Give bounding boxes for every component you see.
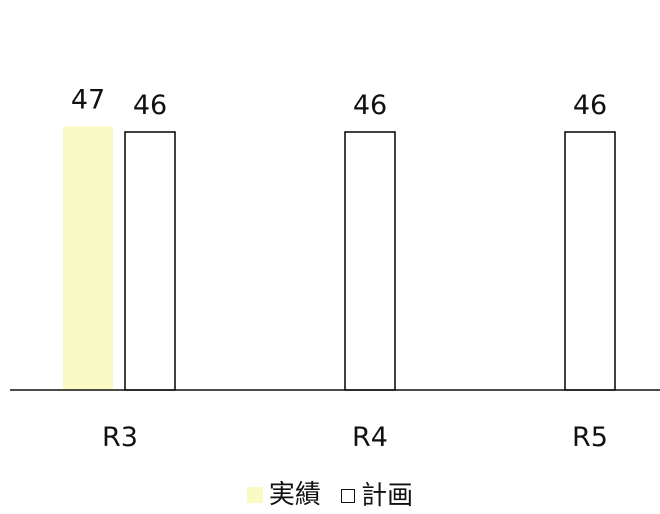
x-tick-label-r4: R4 xyxy=(352,422,388,453)
bar-chart: 47 46 46 46 R3 R4 R5 xyxy=(10,84,660,453)
bar-plan-r5 xyxy=(564,131,616,391)
legend-swatch-plan xyxy=(341,489,356,503)
legend-item-plan: 計画 xyxy=(341,478,413,514)
legend: 実績 計画 xyxy=(0,477,660,514)
data-label-plan-r3: 46 xyxy=(133,90,167,121)
x-tick-label-r5: R5 xyxy=(572,422,608,453)
legend-swatch-actual xyxy=(246,487,263,503)
bar-actual-r3 xyxy=(63,126,113,391)
legend-label-actual: 実績 xyxy=(268,480,321,510)
legend-label-plan: 計画 xyxy=(361,481,414,511)
data-label-actual-r3: 47 xyxy=(71,84,105,115)
x-tick-label-r3: R3 xyxy=(102,422,138,453)
bar-plan-r3 xyxy=(124,131,176,391)
legend-item-actual: 実績 xyxy=(246,477,321,513)
data-label-plan-r4: 46 xyxy=(353,90,387,121)
data-label-plan-r5: 46 xyxy=(573,90,607,121)
bar-plan-r4 xyxy=(344,131,396,391)
